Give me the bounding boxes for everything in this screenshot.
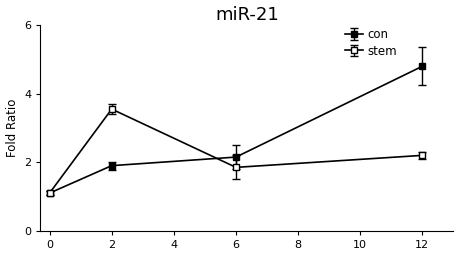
Y-axis label: Fold Ratio: Fold Ratio xyxy=(6,99,18,157)
Legend: con, stem: con, stem xyxy=(344,27,398,59)
Title: miR-21: miR-21 xyxy=(215,6,279,24)
